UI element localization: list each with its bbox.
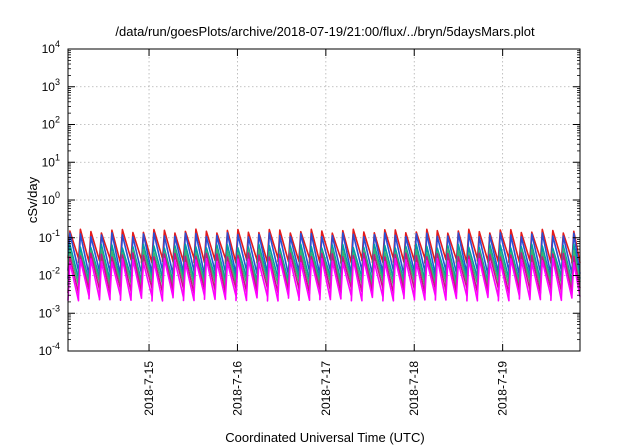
x-tick-label: 2018-7-18 bbox=[407, 361, 421, 416]
y-tick-label: 10-1 bbox=[39, 228, 60, 245]
y-tick-label: 10-4 bbox=[39, 341, 60, 358]
y-axis: 10-4 10-3 10-2 10-1 100 101 102 103 104 bbox=[39, 39, 580, 358]
x-tick-label: 2018-7-16 bbox=[230, 361, 244, 416]
x-tick-label: 2018-7-17 bbox=[319, 361, 333, 416]
chart-title: /data/run/goesPlots/archive/2018-07-19/2… bbox=[115, 24, 535, 39]
series-line bbox=[67, 257, 581, 302]
y-axis-label: cSv/day bbox=[25, 176, 40, 223]
y-tick-label: 102 bbox=[42, 115, 60, 132]
series-layer bbox=[67, 228, 581, 302]
x-axis: 2018-7-15 2018-7-16 2018-7-17 2018-7-18 2018… bbox=[142, 49, 510, 416]
y-tick-label: 104 bbox=[42, 39, 60, 56]
y-tick-label: 10-3 bbox=[39, 303, 60, 320]
y-tick-label: 10-2 bbox=[39, 266, 60, 283]
x-tick-label: 2018-7-19 bbox=[496, 361, 510, 416]
y-tick-label: 103 bbox=[42, 77, 60, 94]
y-tick-label: 101 bbox=[42, 152, 60, 169]
x-axis-label: Coordinated Universal Time (UTC) bbox=[225, 430, 424, 445]
x-tick-label: 2018-7-15 bbox=[142, 361, 156, 416]
y-tick-label: 100 bbox=[42, 190, 60, 207]
